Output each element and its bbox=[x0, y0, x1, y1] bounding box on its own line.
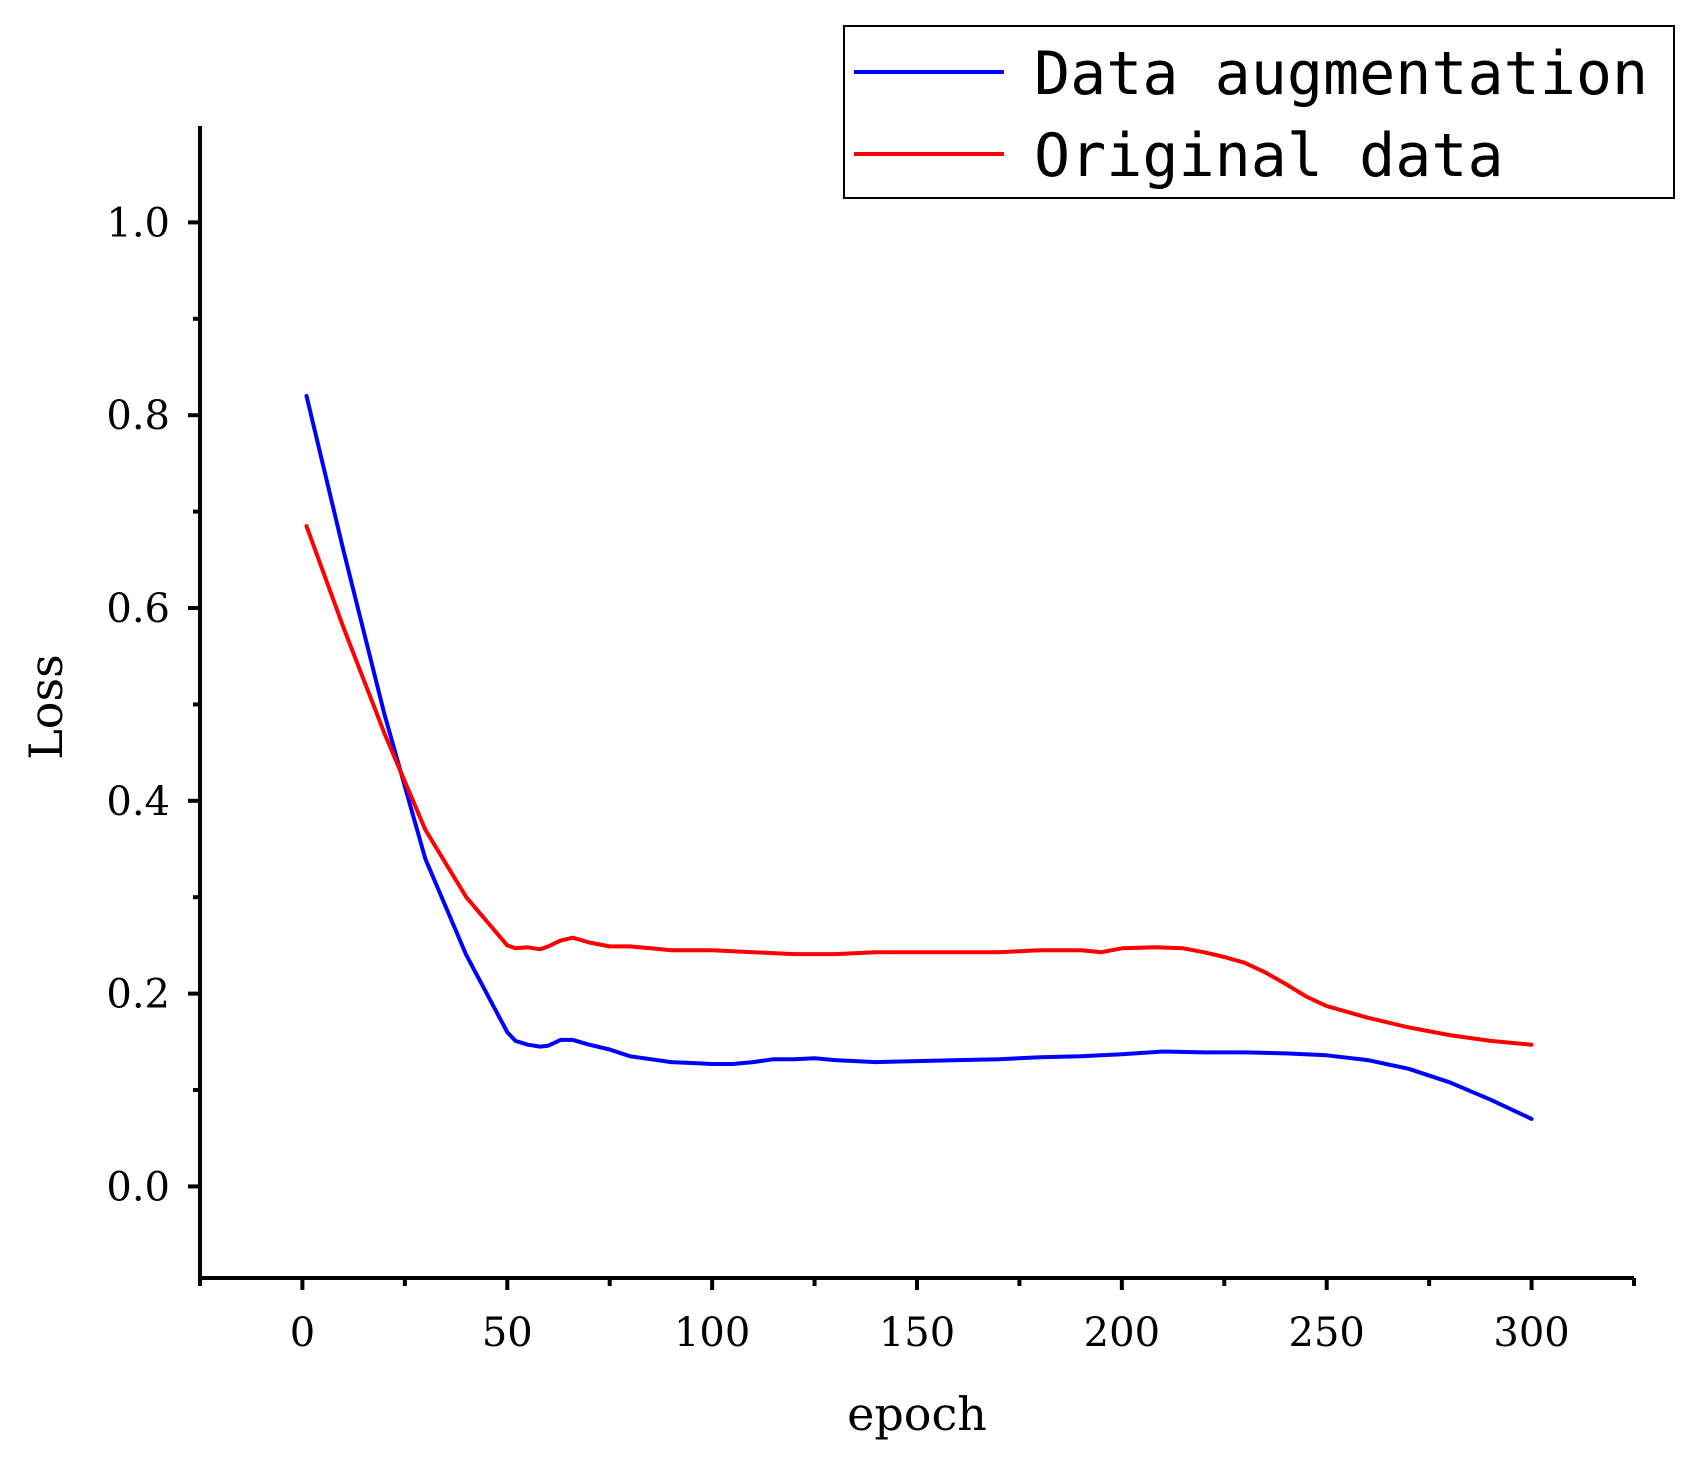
y-tick-label: 0.8 bbox=[106, 393, 170, 439]
x-tick-label: 100 bbox=[674, 1310, 750, 1356]
x-tick-label: 0 bbox=[290, 1310, 315, 1356]
y-tick-label: 0.6 bbox=[106, 586, 170, 632]
x-tick-label: 250 bbox=[1289, 1310, 1365, 1356]
axes: 0.0 0.2 0.4 0.6 0.8 1.0 0 50 100 150 200 250 300 bbox=[106, 126, 1636, 1356]
series-line-original-data bbox=[304, 524, 1534, 1047]
x-tick-label: 50 bbox=[482, 1310, 533, 1356]
legend: Data augmentation Original data bbox=[843, 25, 1675, 199]
series-line-data-augmentation bbox=[304, 393, 1534, 1121]
y-tick-label: 0.0 bbox=[106, 1164, 170, 1210]
x-tick-label: 150 bbox=[879, 1310, 955, 1356]
legend-label: Data augmentation bbox=[1034, 39, 1648, 109]
legend-label: Original data bbox=[1034, 121, 1504, 191]
x-axis-title: epoch bbox=[847, 1387, 987, 1441]
y-tick-label: 1.0 bbox=[106, 200, 170, 246]
x-tick-label: 300 bbox=[1493, 1310, 1569, 1356]
legend-box bbox=[843, 25, 1675, 199]
series-layer bbox=[304, 393, 1534, 1121]
y-tick-label: 0.4 bbox=[106, 779, 170, 825]
y-axis-title: Loss bbox=[19, 654, 73, 759]
y-tick-label: 0.2 bbox=[106, 972, 170, 1018]
x-tick-label: 200 bbox=[1084, 1310, 1160, 1356]
